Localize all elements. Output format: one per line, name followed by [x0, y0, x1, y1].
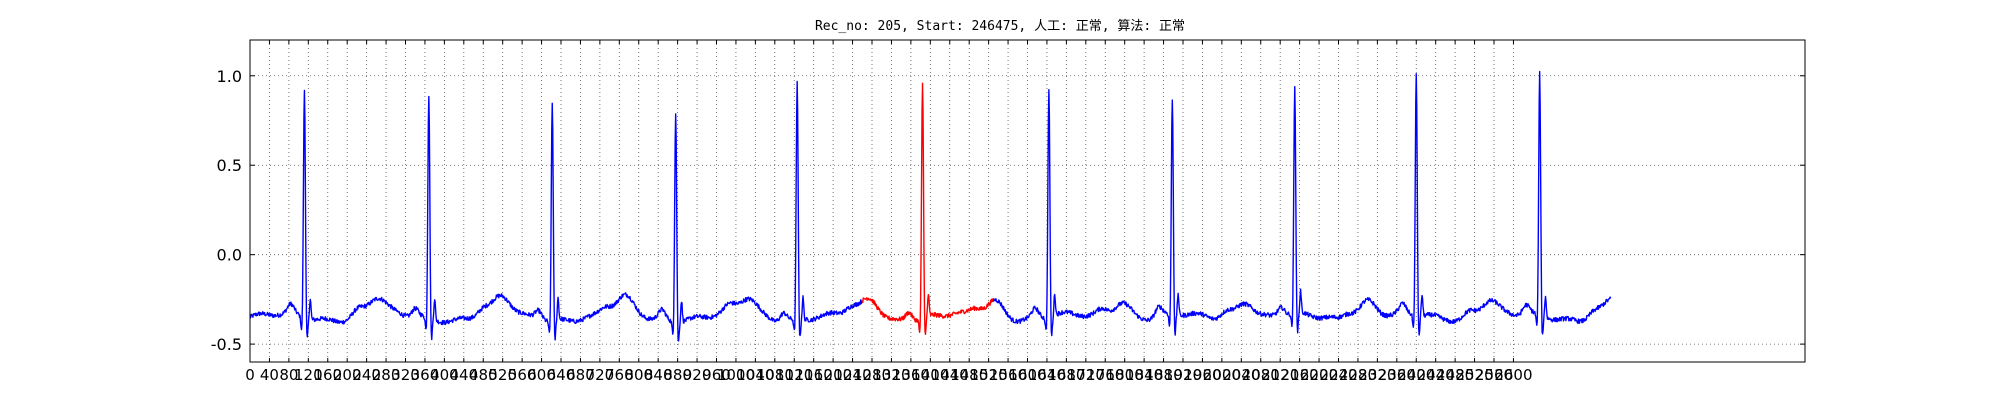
- x-tick-label: 2520: [1455, 366, 1493, 384]
- x-tick-label: 1640: [1028, 366, 1066, 384]
- x-tick-label: 1800: [1106, 366, 1144, 384]
- ecg-line-normal: [992, 70, 1612, 337]
- x-tick-label: 1360: [892, 366, 930, 384]
- x-tick-label: 80: [279, 366, 298, 384]
- x-tick-label: 680: [566, 366, 595, 384]
- x-tick-label: 2160: [1281, 366, 1319, 384]
- ecg-signal: [249, 70, 1612, 342]
- x-tick-label: 2400: [1397, 366, 1435, 384]
- x-tick-label: 40: [260, 366, 279, 384]
- x-tick-label: 440: [449, 366, 478, 384]
- x-tick-label: 2040: [1222, 366, 1260, 384]
- x-tick-label: 600: [527, 366, 556, 384]
- x-tick-label: 2200: [1300, 366, 1338, 384]
- x-tick-label: 2440: [1417, 366, 1455, 384]
- chart-title: Rec_no: 205, Start: 246475, 人工: 正常, 算法: …: [815, 19, 1185, 34]
- x-tick-label: 1120: [775, 366, 813, 384]
- x-tick-label: 1760: [1086, 366, 1124, 384]
- x-tick-label: 920: [683, 366, 712, 384]
- x-tick-label: 280: [372, 366, 401, 384]
- x-tick-label: 1200: [814, 366, 852, 384]
- x-tick-label: 480: [469, 366, 498, 384]
- x-tick-label: 1440: [931, 366, 969, 384]
- x-tick-label: 160: [313, 366, 342, 384]
- x-tick-label: 1280: [853, 366, 891, 384]
- x-tick-label: 2360: [1378, 366, 1416, 384]
- x-tick-label: 640: [547, 366, 576, 384]
- x-tick-label: 2320: [1358, 366, 1396, 384]
- x-tick-label: 120: [294, 366, 323, 384]
- x-tick-label: 1240: [833, 366, 871, 384]
- x-tick-label: 2240: [1319, 366, 1357, 384]
- x-tick-label: 360: [411, 366, 440, 384]
- x-tick-label: 1960: [1183, 366, 1221, 384]
- x-tick-label: 1400: [911, 366, 949, 384]
- x-tick-label: 240: [352, 366, 381, 384]
- plot-frame: [249, 39, 1806, 363]
- y-axis: -0.5 0.0 0.5 1.0: [211, 67, 1805, 354]
- x-tick-label: 1880: [1144, 366, 1182, 384]
- y-tick-label: 0.5: [217, 156, 242, 175]
- ecg-line-normal: [249, 80, 863, 342]
- x-tick-label: 2560: [1475, 366, 1513, 384]
- y-tick-label: 1.0: [217, 67, 242, 86]
- x-tick-label: 1000: [717, 366, 755, 384]
- x-axis: 0 40 8012016020024028032036040044048052056…: [245, 40, 1533, 384]
- x-tick-label: 880: [663, 366, 692, 384]
- x-tick-label: 400: [430, 366, 459, 384]
- x-tick-label: 1560: [989, 366, 1027, 384]
- x-tick-label: 1600: [1008, 366, 1046, 384]
- x-tick-label: 560: [508, 366, 537, 384]
- x-tick-label: 2480: [1436, 366, 1474, 384]
- x-tick-label: 800: [624, 366, 653, 384]
- x-tick-label: 1520: [970, 366, 1008, 384]
- grid-lines: [249, 40, 1805, 362]
- ecg-line-highlight: [861, 82, 995, 335]
- x-tick-label: 840: [644, 366, 673, 384]
- x-tick-label: 1080: [756, 366, 794, 384]
- x-tick-label: 720: [586, 366, 615, 384]
- x-tick-label: 1680: [1047, 366, 1085, 384]
- x-tick-label: 2000: [1203, 366, 1241, 384]
- x-tick-label: 2600: [1494, 366, 1532, 384]
- y-tick-label: -0.5: [211, 335, 242, 354]
- x-tick-label: 2120: [1261, 366, 1299, 384]
- x-tick-label: 1320: [872, 366, 910, 384]
- x-tick-label: 200: [333, 366, 362, 384]
- x-tick-label: 320: [391, 366, 420, 384]
- x-tick-label: 1040: [736, 366, 774, 384]
- x-tick-label: 2280: [1339, 366, 1377, 384]
- x-tick-label: 0: [245, 366, 255, 384]
- x-tick-label: 1840: [1125, 366, 1163, 384]
- x-tick-label: 1480: [950, 366, 988, 384]
- x-tick-label: 520: [488, 366, 517, 384]
- x-tick-label: 760: [605, 366, 634, 384]
- x-tick-label: 1920: [1164, 366, 1202, 384]
- x-tick-label: 1160: [795, 366, 833, 384]
- x-tick-label: 960: [702, 366, 731, 384]
- x-tick-label: 1720: [1067, 366, 1105, 384]
- x-tick-label: 2080: [1242, 366, 1280, 384]
- y-tick-label: 0.0: [217, 246, 242, 265]
